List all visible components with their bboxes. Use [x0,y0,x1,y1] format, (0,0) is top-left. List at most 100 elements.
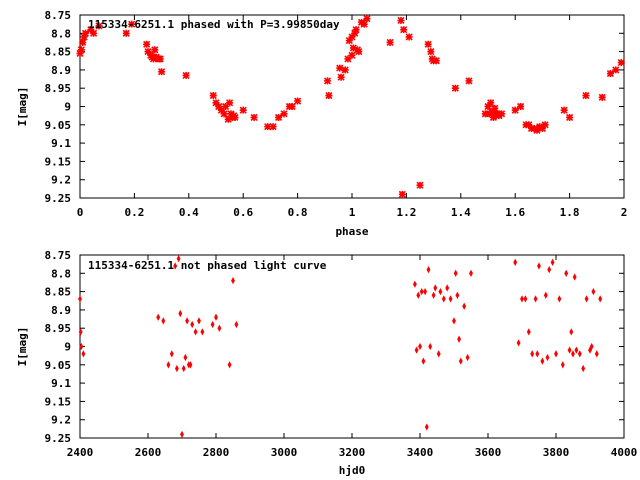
phased-data-point [87,26,95,34]
phased-data-point [386,38,394,47]
unphased-data-point [452,317,456,325]
phased-data-point [348,51,356,59]
phased-y-tick-label: 9.1 [51,137,71,150]
phased-data-point [525,121,533,129]
unphased-y-tick-label: 9.15 [45,395,72,408]
phased-data-point [151,46,159,54]
phased-data-point [598,93,606,101]
unphased-x-tick-label: 2800 [203,446,230,459]
phased-y-tick-label: 8.8 [51,27,71,40]
phased-data-point [348,33,356,41]
unphased-data-point [448,295,453,303]
phased-data-point [397,16,405,25]
phased-x-tick-label: 0.2 [124,206,144,219]
unphased-data-point [423,287,428,296]
phased-data-point [405,33,413,41]
phased-data-point [220,110,228,118]
unphased-chart-title: 115334-6251.1 not phased light curve [88,259,327,272]
phased-y-tick-label: 9.25 [45,192,72,205]
unphased-data-point [424,423,429,431]
unphased-data-point [412,280,417,288]
unphased-data-point [190,320,195,329]
unphased-y-tick-label: 8.75 [45,249,72,262]
phased-y-tick-label: 9.15 [45,155,72,168]
unphased-x-tick-label: 4000 [611,446,638,459]
unphased-data-point [594,350,599,358]
unphased-y-tick-label: 8.85 [45,286,72,299]
unphased-data-point [523,295,528,303]
unphased-data-point [418,342,422,351]
phased-data-point [122,29,130,37]
unphased-data-point [540,357,545,365]
unphased-data-point [426,266,431,274]
unphased-data-point [188,361,193,369]
unphased-data-point [535,350,540,358]
phased-data-point [224,115,232,123]
phased-data-point [416,181,424,189]
unphased-data-point [560,361,565,369]
phased-data-point [231,113,239,122]
unphased-y-tick-label: 8.8 [51,267,71,280]
phased-data-point [363,15,371,23]
unphased-data-point [530,350,535,358]
phased-data-point [280,110,288,118]
phased-data-point [156,55,164,63]
unphased-data-point [181,364,186,373]
phased-y-tick-label: 8.85 [45,46,72,59]
phased-data-point [498,110,506,118]
unphased-data-point [572,273,577,281]
phased-data-point [606,69,614,78]
unphased-x-tick-label: 3800 [543,446,570,459]
unphased-data-point [428,342,433,351]
unphased-y-tick-label: 8.95 [45,322,72,335]
phased-data-point [341,66,349,74]
phased-data-point [264,123,272,131]
phased-data-point [323,77,332,85]
phased-chart-title: 115334-6251.1 phased with P=3.99850day [88,18,340,31]
phased-y-tick-label: 8.9 [51,64,71,77]
unphased-data-point [547,266,552,274]
phased-x-tick-label: 1.2 [396,206,416,219]
unphased-x-tick-label: 2400 [67,446,94,459]
unphased-data-point [445,284,450,292]
unphased-data-point [193,328,198,336]
phased-data-point [226,99,234,107]
unphased-x-axis-label: hjd0 [339,464,366,477]
phased-x-tick-label: 1.4 [451,206,471,219]
phased-data-point [481,110,489,118]
phased-data-point [424,40,432,48]
unphased-data-point [433,284,438,292]
phased-data-point [432,57,440,65]
phased-data-point [582,91,590,100]
unphased-data-point [598,295,603,303]
unphased-data-point [436,350,441,358]
phased-y-tick-label: 9.2 [51,174,71,187]
unphased-data-point [200,328,205,336]
phased-data-point [612,66,620,74]
unphased-data-point [571,350,575,358]
unphased-x-tick-label: 3400 [407,446,434,459]
unphased-y-tick-label: 9.25 [45,432,72,445]
unphased-x-tick-label: 3600 [475,446,502,459]
phased-data-point [451,84,459,92]
phased-data-point [427,48,435,56]
unphased-data-point [166,361,171,369]
unphased-data-point [516,339,521,347]
unphased-data-point [210,320,215,329]
unphased-data-point [513,258,518,266]
phased-data-point [217,106,226,114]
phased-y-tick-label: 9 [64,101,71,114]
phased-data-point [325,91,333,100]
unphased-data-point [416,291,421,299]
unphased-data-point [441,295,446,303]
phased-x-tick-label: 1 [349,206,356,219]
unphased-data-point [79,342,84,351]
unphased-data-point [458,357,463,365]
phased-data-point [355,48,363,56]
phased-data-point [95,22,103,30]
phased-data-point [488,108,496,116]
phased-data-point [336,64,344,72]
phased-data-point [398,190,406,198]
phased-data-point [215,102,223,111]
